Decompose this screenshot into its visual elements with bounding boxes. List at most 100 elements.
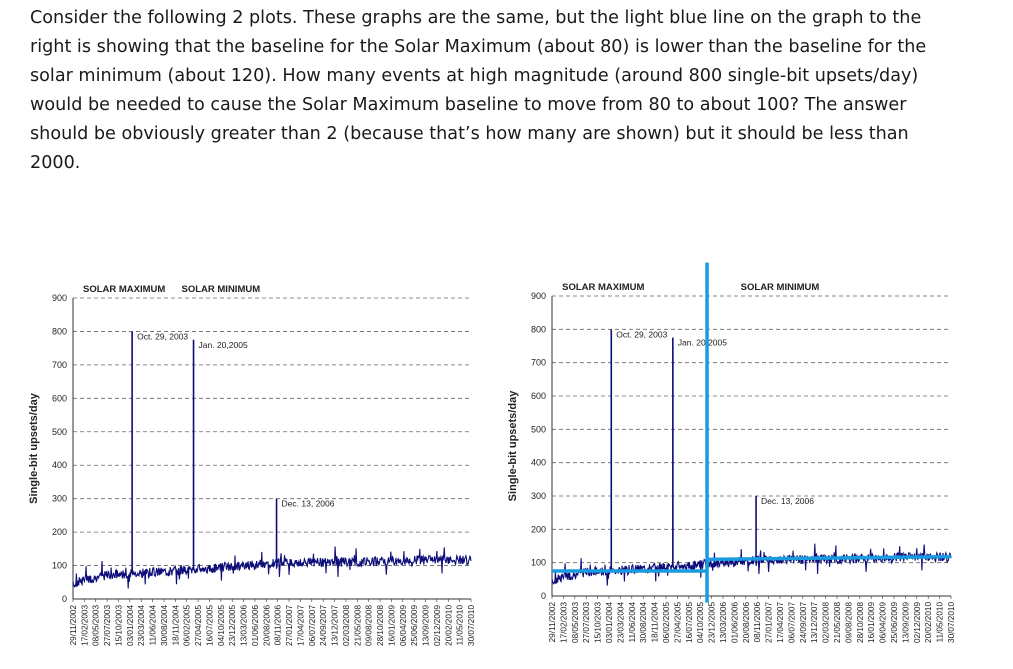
x-tick-label: 02/03/2008 bbox=[822, 602, 831, 643]
x-tick-label: 08/05/2003 bbox=[92, 605, 101, 646]
y-tick-label: 500 bbox=[52, 427, 67, 437]
y-tick-label: 700 bbox=[52, 360, 67, 370]
x-tick-label: 25/06/2009 bbox=[890, 602, 899, 643]
y-tick-label: 900 bbox=[52, 293, 67, 303]
x-tick-label: 16/01/2009 bbox=[867, 602, 876, 643]
y-tick-label: 400 bbox=[531, 458, 546, 468]
x-tick-label: 30/07/2010 bbox=[947, 602, 956, 643]
region-label: SOLAR MAXIMUM bbox=[562, 282, 644, 293]
question-line: would be needed to cause the Solar Maxim… bbox=[30, 95, 907, 115]
x-tick-label: 23/03/2004 bbox=[616, 602, 625, 643]
y-tick-label: 100 bbox=[52, 561, 67, 571]
x-tick-label: 29/11/2002 bbox=[69, 605, 78, 646]
question-line: solar minimum (about 120). How many even… bbox=[30, 66, 919, 86]
y-tick-label: 800 bbox=[52, 326, 67, 336]
x-tick-label: 15/10/2003 bbox=[594, 602, 603, 643]
x-tick-label: 06/02/2005 bbox=[183, 605, 192, 646]
x-tick-label: 06/02/2005 bbox=[662, 602, 671, 643]
question-line: right is showing that the baseline for t… bbox=[30, 37, 927, 57]
x-tick-label: 18/11/2004 bbox=[171, 605, 180, 646]
x-tick-label: 16/01/2009 bbox=[387, 605, 396, 646]
x-tick-label: 16/07/2005 bbox=[205, 605, 214, 646]
x-tick-label: 28/10/2008 bbox=[856, 602, 865, 643]
x-tick-label: 04/10/2005 bbox=[217, 605, 226, 646]
x-tick-label: 13/12/2007 bbox=[331, 605, 340, 646]
spike-label: Jan. 20,2005 bbox=[678, 338, 727, 348]
x-tick-label: 23/12/2005 bbox=[708, 602, 717, 643]
x-tick-label: 24/09/2007 bbox=[799, 602, 808, 643]
y-tick-label: 400 bbox=[52, 460, 67, 470]
x-tick-label: 25/06/2009 bbox=[410, 605, 419, 646]
x-tick-label: 02/12/2009 bbox=[433, 605, 442, 646]
x-tick-label: 09/08/2008 bbox=[365, 605, 374, 646]
x-tick-label: 17/04/2007 bbox=[776, 602, 785, 643]
x-tick-label: 30/08/2004 bbox=[639, 602, 648, 643]
question-line: Consider the following 2 plots. These gr… bbox=[30, 8, 922, 28]
x-tick-label: 13/12/2007 bbox=[810, 602, 819, 643]
x-tick-label: 27/01/2007 bbox=[765, 602, 774, 643]
x-tick-label: 03/01/2004 bbox=[126, 605, 135, 646]
spike-label: Jan. 20,2005 bbox=[199, 340, 248, 350]
y-tick-label: 800 bbox=[531, 324, 546, 334]
x-tick-label: 23/03/2004 bbox=[137, 605, 146, 646]
y-tick-label: 200 bbox=[531, 524, 546, 534]
question-line: 2000. bbox=[30, 153, 81, 173]
x-tick-label: 06/04/2009 bbox=[879, 602, 888, 643]
x-tick-label: 27/01/2007 bbox=[285, 605, 294, 646]
x-tick-label: 03/01/2004 bbox=[605, 602, 614, 643]
x-tick-label: 27/04/2005 bbox=[194, 605, 203, 646]
x-tick-label: 04/10/2005 bbox=[696, 602, 705, 643]
y-tick-label: 700 bbox=[531, 358, 546, 368]
x-tick-label: 02/03/2008 bbox=[342, 605, 351, 646]
x-tick-label: 20/02/2010 bbox=[924, 602, 933, 643]
x-tick-label: 28/10/2008 bbox=[376, 605, 385, 646]
x-tick-label: 18/11/2004 bbox=[651, 602, 660, 643]
left-chart: 0 100 200 300 400 500 600 700 800 900 Single-bit u… bbox=[28, 284, 476, 646]
x-tick-label: 17/02/2003 bbox=[559, 602, 568, 643]
x-tick-label: 08/11/2006 bbox=[274, 605, 283, 646]
x-tick-label: 02/12/2009 bbox=[913, 602, 922, 643]
x-tick-label: 21/05/2008 bbox=[833, 602, 842, 643]
x-tick-label: 13/09/2009 bbox=[901, 602, 910, 643]
x-tick-label: 16/07/2005 bbox=[685, 602, 694, 643]
y-axis-label: Single-bit upsets/day bbox=[28, 392, 40, 504]
x-tick-label: 08/05/2003 bbox=[571, 602, 580, 643]
y-tick-label: 900 bbox=[531, 291, 546, 301]
x-tick-label: 17/04/2007 bbox=[296, 605, 305, 646]
x-tick-label: 13/03/2006 bbox=[240, 605, 249, 646]
x-tick-label: 27/04/2005 bbox=[673, 602, 682, 643]
x-tick-label: 06/04/2009 bbox=[399, 605, 408, 646]
x-tick-label: 09/08/2008 bbox=[844, 602, 853, 643]
y-tick-label: 600 bbox=[52, 393, 67, 403]
x-tick-label: 01/06/2006 bbox=[251, 605, 260, 646]
x-tick-label: 13/09/2009 bbox=[422, 605, 431, 646]
spike-label: Oct. 29, 2003 bbox=[616, 329, 667, 339]
spike-label: Oct. 29, 2003 bbox=[137, 331, 188, 341]
spike-label: Dec. 13, 2006 bbox=[282, 499, 335, 509]
x-tick-label: 20/02/2010 bbox=[444, 605, 453, 646]
question-text: Consider the following 2 plots. These gr… bbox=[30, 4, 980, 178]
x-tick-label: 30/07/2010 bbox=[467, 605, 476, 646]
y-tick-label: 500 bbox=[531, 424, 546, 434]
y-tick-label: 600 bbox=[531, 391, 546, 401]
x-tick-label: 30/08/2004 bbox=[160, 605, 169, 646]
x-tick-label: 27/07/2003 bbox=[582, 602, 591, 643]
region-label: SOLAR MAXIMUM bbox=[83, 284, 165, 295]
x-tick-label: 20/08/2006 bbox=[262, 605, 271, 646]
x-tick-label: 11/05/2010 bbox=[456, 605, 465, 646]
y-tick-label: 300 bbox=[531, 491, 546, 501]
x-tick-label: 11/06/2004 bbox=[628, 602, 637, 643]
question-line: should be obviously greater than 2 (beca… bbox=[30, 124, 909, 144]
x-tick-label: 24/09/2007 bbox=[319, 605, 328, 646]
right-chart: 0 100 200 300 400 500 600 700 800 900 Single-bit u… bbox=[507, 262, 956, 643]
x-tick-label: 01/06/2006 bbox=[730, 602, 739, 643]
y-tick-label: 100 bbox=[531, 558, 546, 568]
x-tick-label: 06/07/2007 bbox=[308, 605, 317, 646]
y-tick-label: 200 bbox=[52, 527, 67, 537]
x-tick-label: 29/11/2002 bbox=[548, 602, 557, 643]
region-label: SOLAR MINIMUM bbox=[182, 284, 261, 295]
x-tick-label: 27/07/2003 bbox=[103, 605, 112, 646]
x-tick-label: 11/05/2010 bbox=[936, 602, 945, 643]
y-tick-label: 0 bbox=[62, 594, 67, 604]
x-tick-label: 11/06/2004 bbox=[149, 605, 158, 646]
